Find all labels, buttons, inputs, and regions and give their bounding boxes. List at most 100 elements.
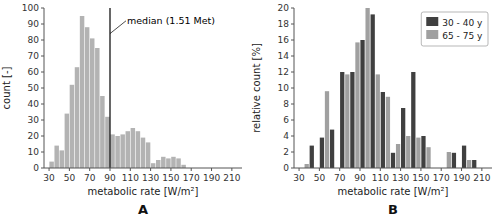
y-tick-label: 6 [283, 115, 289, 125]
bar [95, 48, 99, 168]
y-tick [41, 88, 44, 89]
x-tick-label: 70 [334, 173, 346, 183]
y-tick [41, 136, 44, 137]
bar [85, 27, 89, 168]
x-tick-label: 210 [473, 173, 490, 183]
y-tick [41, 8, 44, 9]
y-tick-label: 12 [278, 67, 289, 77]
bar [156, 160, 160, 168]
bar [381, 92, 385, 168]
bar [136, 131, 140, 168]
y-tick-label: 30 [28, 115, 40, 125]
x-tick [420, 168, 421, 171]
bar [467, 160, 471, 168]
bar [376, 74, 380, 168]
y-tick-label: 50 [28, 83, 40, 93]
x-axis-line [44, 168, 242, 169]
bar [110, 134, 114, 168]
x-tick [231, 168, 232, 171]
panel-title: A [138, 202, 148, 217]
y-tick [291, 120, 294, 121]
x-tick [461, 168, 462, 171]
bar [396, 144, 400, 168]
x-tick-label: 30 [43, 173, 55, 183]
x-tick [170, 168, 171, 171]
x-axis-label: metabolic rate [W/m²] [88, 186, 199, 197]
bar [371, 14, 375, 168]
x-tick-label: 90 [354, 173, 366, 183]
y-tick [291, 24, 294, 25]
legend-swatch [426, 17, 438, 26]
bar [406, 136, 410, 168]
x-tick [110, 168, 111, 171]
y-tick [291, 88, 294, 89]
bar [325, 91, 329, 168]
y-tick [291, 104, 294, 105]
y-tick [41, 104, 44, 105]
y-tick-label: 20 [28, 131, 40, 141]
bar [340, 72, 344, 168]
bar [120, 134, 124, 168]
x-tick [360, 168, 361, 171]
bar [131, 128, 135, 168]
x-tick-label: 90 [104, 173, 116, 183]
legend-label: 30 - 40 y [442, 18, 483, 28]
x-tick [400, 168, 401, 171]
figure: 3050709011013015017019021001020304050607… [0, 0, 500, 222]
y-tick [291, 152, 294, 153]
x-tick-label: 150 [162, 173, 179, 183]
bar [60, 150, 64, 168]
x-tick-label: 130 [392, 173, 409, 183]
bar [462, 146, 466, 168]
y-tick-label: 18 [278, 19, 290, 29]
bar [452, 153, 456, 168]
y-tick [291, 40, 294, 41]
y-tick [41, 152, 44, 153]
x-tick-label: 50 [64, 173, 76, 183]
bar [80, 16, 84, 168]
y-tick [41, 40, 44, 41]
x-tick-label: 70 [84, 173, 96, 183]
bar [166, 158, 170, 168]
x-tick [299, 168, 300, 171]
y-tick [41, 168, 44, 169]
x-tick-label: 190 [453, 173, 470, 183]
bar [49, 162, 53, 168]
median-line [109, 8, 110, 168]
bar [146, 142, 150, 168]
y-tick [291, 168, 294, 169]
bar [161, 157, 165, 168]
bar [391, 153, 395, 168]
y-tick [291, 72, 294, 73]
y-tick-label: 20 [278, 3, 290, 13]
y-tick-label: 14 [278, 51, 290, 61]
x-tick-label: 190 [203, 173, 220, 183]
x-tick-label: 170 [183, 173, 200, 183]
annotation: median (1.51 Met) [127, 15, 215, 26]
x-tick-label: 130 [142, 173, 159, 183]
bar [65, 114, 69, 168]
x-tick [481, 168, 482, 171]
x-tick [441, 168, 442, 171]
y-tick [41, 24, 44, 25]
y-tick [291, 56, 294, 57]
bar [115, 136, 119, 168]
bar [176, 158, 180, 168]
y-tick-label: 16 [278, 35, 290, 45]
y-axis-label: count [-] [1, 67, 12, 110]
bar [386, 97, 390, 168]
y-tick-label: 40 [28, 99, 40, 109]
x-axis-label: metabolic rate [W/m²] [338, 186, 449, 197]
panel: 3050709011013015017019021002468101214161… [251, 3, 492, 217]
x-tick [380, 168, 381, 171]
y-tick [41, 72, 44, 73]
bar [151, 163, 155, 168]
bar [345, 74, 349, 168]
bar [75, 67, 79, 168]
bar [100, 96, 104, 168]
x-tick-label: 110 [372, 173, 389, 183]
y-tick-label: 2 [283, 147, 289, 157]
bar [70, 85, 74, 168]
x-tick [130, 168, 131, 171]
x-tick-label: 50 [314, 173, 326, 183]
